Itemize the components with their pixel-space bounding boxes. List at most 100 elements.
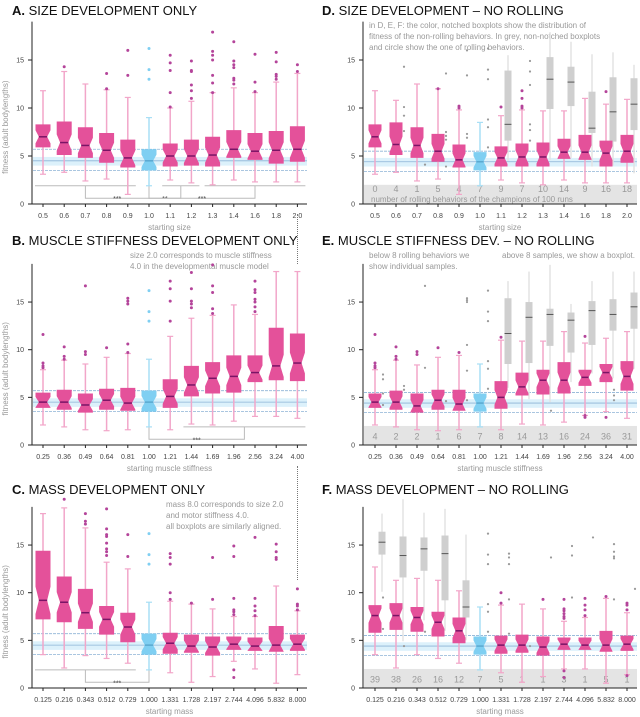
rolling-sample-point [465,343,469,347]
panel-d-size-no-rolling: D. SIZE DEVELOPMENT – NO ROLLING in D, E,… [322,3,638,232]
notched-box [268,131,284,164]
outlier-point [168,69,172,73]
x-tick-label: 8.000 [289,697,307,704]
outlier-point [232,40,236,44]
outlier-point [562,615,566,619]
rolling-sample-point [444,400,448,403]
rolling-count-label: 26 [412,674,422,684]
panel-title: D. SIZE DEVELOPMENT – NO ROLLING [322,3,564,18]
rolling-count-band [364,184,637,204]
outlier-point [373,361,377,365]
outlier-point [211,53,215,57]
rolling-count-label: 16 [559,431,569,441]
annotation-note: 4.0 in the developmental muscle model [130,262,269,271]
outlier-point [457,104,461,108]
rolling-sample-point [486,360,490,363]
rolling-sample-point [507,563,511,566]
outlier-point [253,604,257,608]
rolling-sample-point [633,587,637,590]
outlier-point [520,104,524,108]
y-tick-label: 0 [351,443,355,450]
connector-dotted-line [297,466,298,580]
annotation-note: size 2.0 corresponds to muscle stiffness [130,251,272,260]
outlier-point [562,597,566,601]
outlier-point [168,597,172,601]
notched-box [578,134,592,160]
x-tick-label: 0.7 [81,213,91,220]
x-tick-label: 1.96 [557,454,571,461]
outlier-point [232,596,236,600]
x-tick-label: 1.44 [515,454,529,461]
rolling-box [504,70,512,141]
outlier-point [189,83,193,87]
x-tick-label: 0.49 [79,454,93,461]
outlier-point [83,350,87,354]
y-tick-label: 10 [347,347,355,354]
outlier-point [232,554,236,558]
x-tick-label: 3.24 [599,454,613,461]
notched-box [494,381,508,409]
outlier-point [168,61,172,65]
rolling-sample-point [612,542,616,546]
outlier-point [168,91,172,95]
outlier-point [126,296,130,300]
rolling-box [525,302,533,364]
rolling-sample-point [402,65,406,68]
notched-box [205,636,221,656]
x-tick-label: 1.21 [494,454,508,461]
rolling-sample-point [570,596,574,599]
reference-box [141,633,157,655]
outlier-point [105,527,109,531]
rolling-box [630,292,638,329]
reference-box [141,390,157,412]
y-tick-label: 5 [20,154,24,161]
rolling-box [462,580,470,618]
notched-box [494,146,508,167]
rolling-count-label: 12 [454,674,464,684]
x-tick-label: 1.44 [185,454,199,461]
x-tick-label: 0.729 [450,697,468,704]
rolling-sample-point [465,300,469,304]
notched-box [268,327,284,381]
outlier-point [625,674,629,678]
x-tick-label: 1.96 [227,454,241,461]
notched-box [77,588,93,629]
rolling-sample-point [486,387,490,390]
y-tick-label: 5 [20,395,24,402]
outlier-point [604,595,608,599]
notched-box [515,372,529,396]
y-tick-label: 15 [347,543,355,550]
notched-box [56,576,72,623]
notched-box [99,388,115,410]
outlier-point [189,69,193,73]
outlier-point [520,96,524,100]
outlier-point [168,319,172,323]
significance-bracket [148,185,256,199]
outlier-point [415,350,419,354]
rolling-count-label: 4 [393,184,398,194]
notched-box [162,143,178,167]
y-tick-label: 15 [16,543,24,550]
x-tick-label: 1.69 [536,454,550,461]
rolling-count-label: 5 [435,184,440,194]
panel-b-muscle-stiffness-development: B. MUSCLE STIFFNESS DEVELOPMENT ONLY size… [1,233,307,473]
rolling-sample-point [486,610,490,613]
outlier-point [189,96,193,100]
x-tick-label: 1.00 [142,454,156,461]
notched-box [515,143,529,167]
x-tick-label: 1.1 [165,213,175,220]
rolling-count-label: 5 [498,674,503,684]
rolling-sample-point [381,392,385,395]
outlier-point [189,302,193,306]
rolling-sample-point [486,630,490,633]
rolling-sample-point [486,78,490,81]
x-tick-label: 0.9 [123,213,133,220]
outlier-point [147,319,151,323]
rolling-sample-point [528,83,532,87]
outlier-point [189,287,193,291]
outlier-point [583,596,587,600]
outlier-point [373,332,377,336]
notched-box [557,362,571,394]
rolling-sample-point [486,367,490,370]
outlier-point [232,668,236,672]
